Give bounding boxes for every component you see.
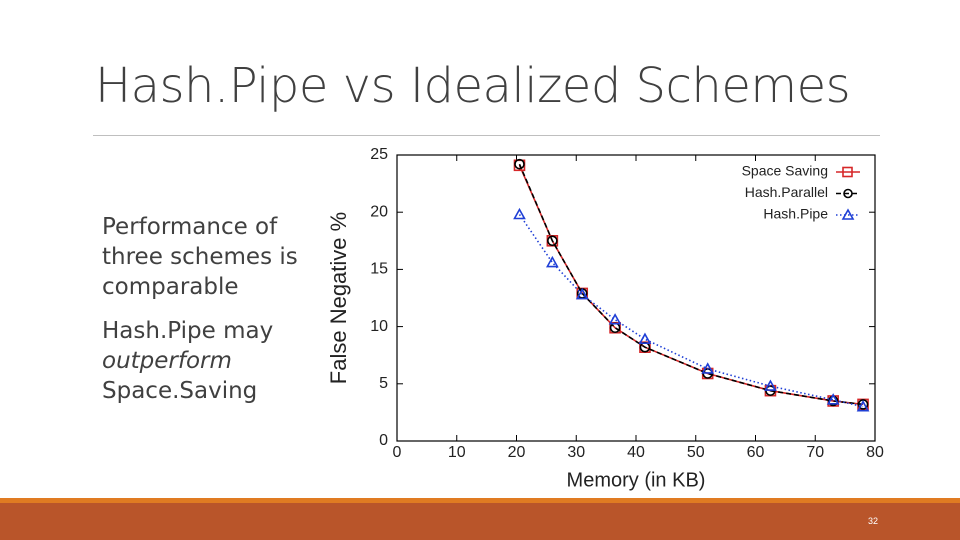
legend-label: Hash.Parallel xyxy=(745,184,828,200)
footer-accent xyxy=(0,498,960,503)
series-line xyxy=(518,214,864,408)
bullet-text: Space.Saving xyxy=(102,378,258,404)
bullet-text: Performance of three schemes is comparab… xyxy=(102,214,298,300)
marker xyxy=(547,235,558,247)
bullet-text: Hash.Pipe may xyxy=(102,318,274,344)
y-tick-label: 15 xyxy=(370,261,388,278)
legend-label: Hash.Pipe xyxy=(763,206,828,222)
marker xyxy=(608,313,622,325)
x-tick-label: 0 xyxy=(393,444,402,461)
marker xyxy=(856,400,870,412)
footer-bar xyxy=(0,503,960,540)
x-tick-label: 60 xyxy=(747,444,765,461)
series-line xyxy=(518,163,864,406)
marker xyxy=(701,362,715,374)
y-tick-label: 5 xyxy=(379,375,388,392)
bullet: Hash.Pipe may outperform Space.Saving xyxy=(102,316,307,406)
bullet-emphasis: outperform xyxy=(102,348,232,374)
y-tick-label: 20 xyxy=(370,203,388,220)
y-tick-label: 0 xyxy=(379,432,388,449)
x-tick-label: 70 xyxy=(806,444,824,461)
x-tick-label: 20 xyxy=(508,444,526,461)
title-rule xyxy=(93,135,880,136)
marker xyxy=(514,158,525,170)
y-axis-label: False Negative % xyxy=(326,212,351,384)
legend-label: Space Saving xyxy=(742,163,828,179)
marker xyxy=(764,379,777,391)
x-tick-label: 10 xyxy=(448,444,466,461)
x-tick-label: 50 xyxy=(687,444,705,461)
x-tick-label: 80 xyxy=(866,444,884,461)
page-number: 32 xyxy=(867,516,878,526)
marker xyxy=(545,255,559,268)
bullet: Performance of three schemes is comparab… xyxy=(102,212,307,302)
marker xyxy=(638,332,652,344)
legend-marker xyxy=(841,208,855,220)
slide-title: Hash.Pipe vs Idealized Schemes xyxy=(95,58,851,114)
x-tick-label: 30 xyxy=(567,444,585,461)
plot-area xyxy=(513,158,870,412)
marker xyxy=(857,399,869,410)
legend-marker xyxy=(842,166,853,178)
legend-marker xyxy=(843,188,853,199)
marker xyxy=(513,207,526,220)
marker xyxy=(575,287,589,300)
y-tick-label: 25 xyxy=(370,146,388,163)
series-line xyxy=(518,164,864,406)
x-tick-label: 40 xyxy=(627,444,645,461)
marker xyxy=(826,393,840,405)
y-tick-label: 10 xyxy=(370,318,388,335)
x-axis-label: Memory (in KB) xyxy=(567,469,706,491)
